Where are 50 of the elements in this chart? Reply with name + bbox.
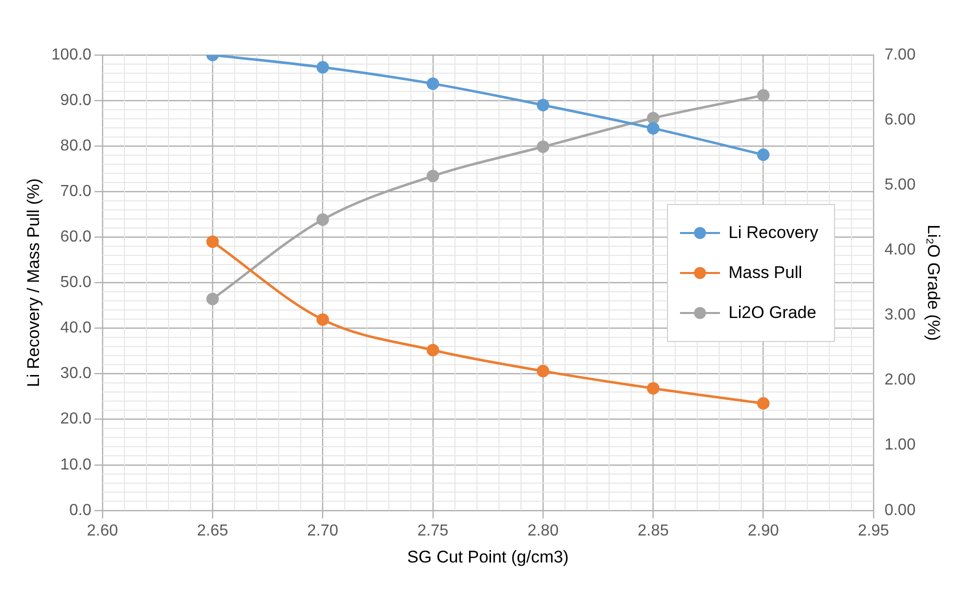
y-tick-label: 90.0 [60, 92, 92, 109]
y2-tick-label: 0.00 [884, 502, 916, 519]
y-tick-label: 40.0 [60, 320, 92, 337]
y-tick-label: 80.0 [60, 137, 92, 154]
x-tick-label: 2.65 [197, 522, 228, 540]
point [757, 397, 770, 410]
y-tick-label: 60.0 [60, 228, 92, 246]
y-tick-label: 0.0 [69, 502, 92, 519]
x-tick-label: 2.60 [86, 522, 118, 540]
y-tick-label: 70.0 [60, 183, 92, 200]
x-tick-label: 2.95 [858, 522, 890, 540]
point [646, 382, 660, 395]
y2-tick-label: 2.00 [884, 372, 916, 389]
x-tick-label: 2.75 [417, 522, 449, 540]
y-tick-label: 100.0 [51, 46, 92, 64]
point [646, 112, 660, 124]
point [316, 213, 329, 226]
legend-label: Li Recovery [728, 222, 818, 244]
point [757, 89, 770, 102]
point [316, 61, 329, 74]
y2-tick-label: 3.00 [884, 306, 916, 324]
x-axis-title: SG Cut Point (g/cm3) [407, 547, 569, 566]
point [206, 292, 219, 306]
x-tick-label: 2.85 [638, 522, 669, 540]
y2-tick-label: 4.00 [884, 242, 916, 259]
point [316, 313, 329, 326]
point [206, 235, 219, 248]
legend-label: Li2O Grade [728, 302, 816, 324]
y2-tick-label: 6.00 [884, 111, 916, 128]
y-tick-label: 30.0 [60, 365, 92, 382]
legend-label: Mass Pull [728, 262, 802, 284]
x-tick-label: 2.80 [527, 522, 559, 540]
point [646, 122, 660, 135]
y-tick-label: 10.0 [60, 456, 92, 474]
point [757, 148, 770, 161]
y-tick-label: 50.0 [60, 274, 92, 292]
y2-tick-label: 5.00 [884, 176, 916, 194]
y-tick-label: 20.0 [60, 410, 92, 428]
point [426, 77, 440, 90]
point [536, 364, 550, 378]
y2-tick-label: 1.00 [884, 436, 916, 454]
y2-tick-label: 7.00 [884, 46, 916, 64]
point [536, 140, 550, 153]
y-axis-title: Li Recovery / Mass Pull (%) [24, 178, 43, 388]
y2-axis-title: Li₂O Grade (%) [924, 224, 944, 341]
x-tick-label: 2.90 [748, 522, 779, 540]
point [536, 98, 550, 112]
point [426, 344, 440, 356]
x-tick-label: 2.70 [307, 522, 338, 540]
point [426, 170, 440, 182]
